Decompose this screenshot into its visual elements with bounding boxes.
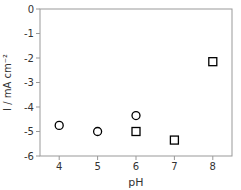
- y-tick: [36, 131, 40, 132]
- y-tick-label: -2: [24, 53, 34, 64]
- x-tick-label: 5: [94, 161, 100, 172]
- y-tick: [36, 156, 40, 157]
- circle-point: [55, 121, 63, 129]
- x-tick: [59, 156, 60, 160]
- chart-container: 4 5 6 7 8 0 -1 -2 -3 -4 -5 -6 pH I / mA cm⁻²: [0, 0, 241, 190]
- x-axis-label: pH: [128, 176, 143, 189]
- y-tick-label: -5: [24, 126, 34, 137]
- circle-point: [94, 128, 102, 136]
- y-tick-label: -6: [24, 151, 34, 162]
- y-tick: [36, 82, 40, 83]
- x-tick: [97, 156, 98, 160]
- square-point: [132, 128, 140, 136]
- chart: 4 5 6 7 8 0 -1 -2 -3 -4 -5 -6 pH I / mA cm⁻²: [0, 0, 241, 190]
- y-tick: [36, 107, 40, 108]
- y-tick-label: -4: [24, 102, 34, 113]
- x-tick-label: 6: [133, 161, 139, 172]
- y-tick: [36, 9, 40, 10]
- plot-area: [55, 58, 217, 144]
- series: [55, 112, 140, 136]
- y-axis-label: I / mA cm⁻²: [2, 54, 13, 111]
- x-tick-label: 4: [56, 161, 62, 172]
- square-point: [209, 58, 217, 66]
- plot-frame: [40, 9, 232, 156]
- x-tick-label: 7: [171, 161, 177, 172]
- y-tick: [36, 58, 40, 59]
- x-tick-label: 8: [210, 161, 216, 172]
- y-tick-label: -3: [24, 77, 34, 88]
- x-tick: [212, 156, 213, 160]
- y-tick: [36, 33, 40, 34]
- x-tick: [174, 156, 175, 160]
- circle-point: [132, 112, 140, 120]
- x-tick: [136, 156, 137, 160]
- y-tick-label: 0: [28, 4, 34, 15]
- square-point: [170, 136, 178, 144]
- series: [132, 58, 217, 144]
- y-tick-label: -1: [24, 28, 34, 39]
